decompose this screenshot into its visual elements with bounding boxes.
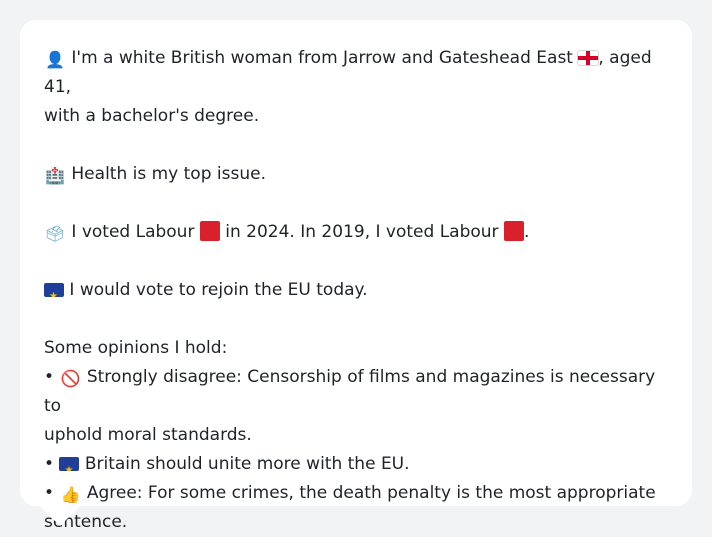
vote-text-1: I voted Labour	[66, 222, 200, 242]
labour-red-square-icon	[503, 221, 524, 241]
eu-flag-icon	[59, 457, 80, 471]
intro-text-2: , aged 41,	[44, 48, 652, 97]
spacer	[44, 189, 668, 218]
opinion-continuation: uphold moral standards.	[44, 425, 252, 445]
vote-line: 🗳 I voted Labour in 2024. In 2019, I vot…	[44, 218, 668, 247]
health-line: 🏥 Health is my top issue.	[44, 160, 668, 189]
opinions-header: Some opinions I hold:	[44, 338, 228, 358]
bullet: •	[44, 367, 60, 387]
chat-bubble: 👤 I'm a white British woman from Jarrow …	[20, 20, 692, 532]
health-text: Health is my top issue.	[66, 164, 266, 184]
bullet: •	[44, 454, 60, 474]
vote-text-2: in 2024. In 2019, I voted Labour	[219, 222, 504, 242]
thumbs-up-icon: 👍	[60, 485, 81, 504]
labour-red-square-icon	[199, 221, 220, 241]
spacer	[44, 247, 668, 276]
eu-flag-icon	[44, 283, 64, 297]
prohibited-icon: 🚫	[60, 369, 81, 388]
opinion-item: • 🚫 Strongly disagree: Censorship of fil…	[44, 363, 668, 421]
person-icon: 👤	[45, 50, 65, 69]
opinion-text: Agree: For some crimes, the death penalt…	[81, 483, 656, 503]
chat-bubble-tail	[40, 506, 80, 526]
intro-line-2: with a bachelor's degree.	[44, 106, 260, 126]
intro-text-1: I'm a white British woman from Jarrow an…	[66, 48, 579, 68]
vote-text-3: .	[523, 222, 530, 242]
spacer	[44, 305, 668, 334]
opinion-text: Britain should unite more with the EU.	[79, 454, 410, 474]
intro-line: 👤 I'm a white British woman from Jarrow …	[44, 44, 668, 102]
eu-text: I would vote to rejoin the EU today.	[64, 280, 368, 300]
eu-line: I would vote to rejoin the EU today.	[44, 276, 668, 305]
profile-text: 👤 I'm a white British woman from Jarrow …	[44, 44, 668, 537]
opinion-item: • 👍 Agree: For some crimes, the death pe…	[44, 479, 668, 508]
opinion-text: Strongly disagree: Censorship of films a…	[44, 367, 656, 416]
bullet: •	[44, 483, 60, 503]
opinion-item: • Britain should unite more with the EU.	[44, 450, 668, 479]
spacer	[44, 131, 668, 160]
hospital-icon: 🏥	[45, 166, 65, 185]
england-flag-icon	[577, 50, 600, 66]
opinion-continuation: sentence.	[44, 512, 128, 532]
ballot-box-icon: 🗳	[44, 224, 66, 243]
